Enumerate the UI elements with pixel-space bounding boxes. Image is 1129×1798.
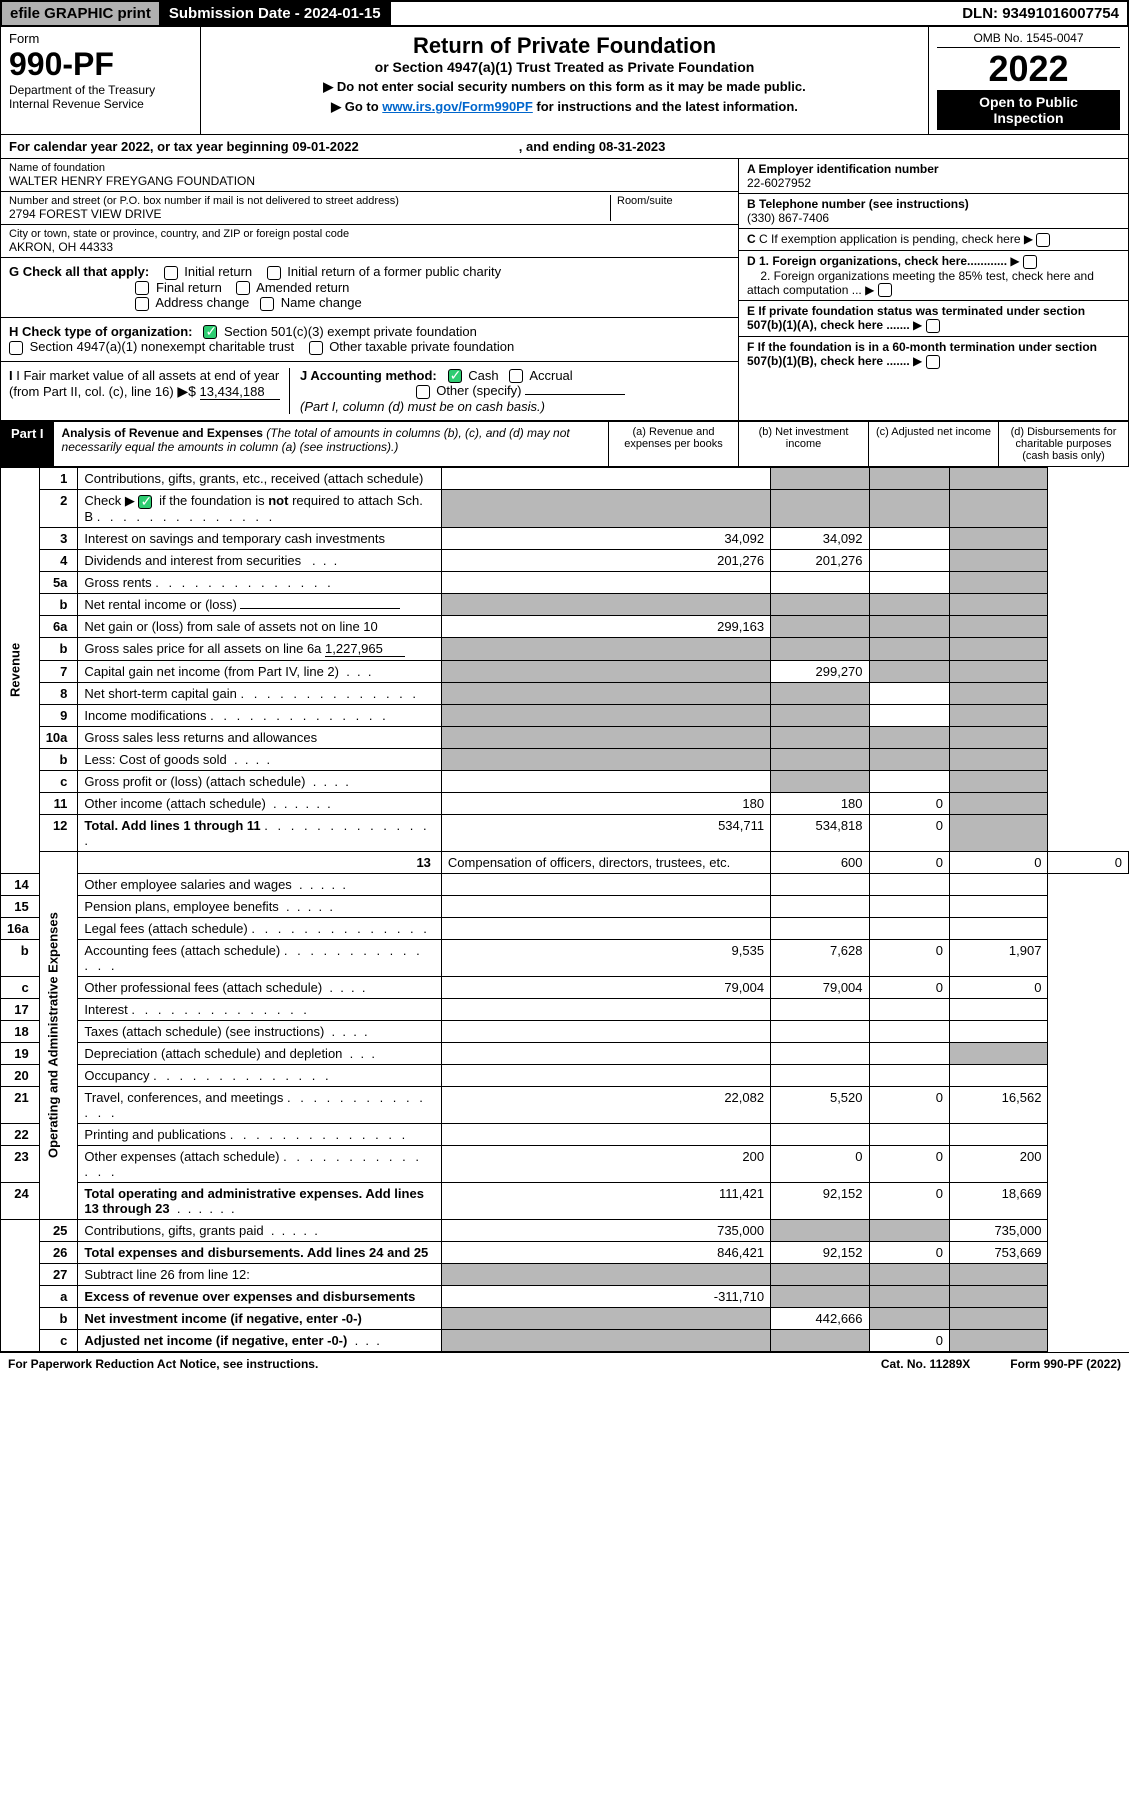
- paperwork-notice: For Paperwork Reduction Act Notice, see …: [8, 1357, 318, 1371]
- efile-print-button[interactable]: efile GRAPHIC print: [2, 2, 161, 25]
- form-footer-label: Form 990-PF (2022): [1010, 1357, 1121, 1371]
- d1-label: D 1. Foreign organizations, check here..…: [747, 254, 1007, 268]
- expenses-label: Operating and Administrative Expenses: [39, 851, 78, 1219]
- page-footer: For Paperwork Reduction Act Notice, see …: [0, 1352, 1129, 1375]
- open-inspection: Open to PublicInspection: [937, 90, 1120, 130]
- form-subtitle: or Section 4947(a)(1) Trust Treated as P…: [207, 59, 922, 75]
- checkbox-amended[interactable]: [236, 281, 250, 295]
- checkbox-cash[interactable]: [448, 369, 462, 383]
- ein-label: A Employer identification number: [747, 162, 939, 176]
- part1-table: Revenue 1Contributions, gifts, grants, e…: [0, 467, 1129, 1352]
- form-label: Form: [9, 31, 192, 46]
- form-header: Form 990-PF Department of the Treasury I…: [0, 27, 1129, 135]
- part1-label: Part I: [1, 422, 54, 466]
- checkbox-final-return[interactable]: [135, 281, 149, 295]
- section-i-j: I I Fair market value of all assets at e…: [1, 361, 738, 420]
- checkbox-other-method[interactable]: [416, 385, 430, 399]
- cash-basis-note: (Part I, column (d) must be on cash basi…: [300, 399, 545, 414]
- cat-number: Cat. No. 11289X: [881, 1357, 970, 1371]
- ein-value: 22-6027952: [747, 176, 811, 190]
- checkbox-d2[interactable]: [878, 283, 892, 297]
- f-label: F If the foundation is in a 60-month ter…: [747, 340, 1097, 368]
- e-label: E If private foundation status was termi…: [747, 304, 1085, 332]
- dept-treasury: Department of the Treasury: [9, 83, 192, 97]
- fmv-value: 13,434,188: [200, 384, 280, 400]
- col-a-header: (a) Revenue and expenses per books: [608, 422, 738, 466]
- city-state-zip: AKRON, OH 44333: [9, 240, 730, 254]
- checkbox-d1[interactable]: [1023, 255, 1037, 269]
- omb-number: OMB No. 1545-0047: [937, 31, 1120, 48]
- col-c-header: (c) Adjusted net income: [868, 422, 998, 466]
- checkbox-e[interactable]: [926, 319, 940, 333]
- form-title: Return of Private Foundation: [207, 33, 922, 59]
- dln: DLN: 93491016007754: [954, 2, 1127, 25]
- foundation-name: WALTER HENRY FREYGANG FOUNDATION: [9, 174, 730, 188]
- instruction-1: ▶ Do not enter social security numbers o…: [207, 79, 922, 95]
- irs-label: Internal Revenue Service: [9, 97, 192, 111]
- calendar-year-row: For calendar year 2022, or tax year begi…: [0, 135, 1129, 159]
- checkbox-c[interactable]: [1036, 233, 1050, 247]
- form-number: 990-PF: [9, 46, 192, 83]
- phone-value: (330) 867-7406: [747, 211, 829, 225]
- submission-date: Submission Date - 2024-01-15: [161, 2, 391, 25]
- city-label: City or town, state or province, country…: [9, 228, 730, 240]
- col-b-header: (b) Net investment income: [738, 422, 868, 466]
- part1-header-row: Part I Analysis of Revenue and Expenses …: [0, 421, 1129, 467]
- checkbox-name-change[interactable]: [260, 297, 274, 311]
- checkbox-4947[interactable]: [9, 341, 23, 355]
- tax-year: 2022: [937, 48, 1120, 90]
- form-link[interactable]: www.irs.gov/Form990PF: [382, 99, 533, 114]
- top-bar: efile GRAPHIC print Submission Date - 20…: [0, 0, 1129, 27]
- street-address: 2794 FOREST VIEW DRIVE: [9, 207, 610, 221]
- checkbox-501c3[interactable]: [203, 325, 217, 339]
- room-label: Room/suite: [617, 195, 730, 207]
- checkbox-f[interactable]: [926, 355, 940, 369]
- addr-label: Number and street (or P.O. box number if…: [9, 195, 610, 207]
- name-label: Name of foundation: [9, 162, 730, 174]
- revenue-label: Revenue: [1, 467, 40, 873]
- identification-grid: Name of foundation WALTER HENRY FREYGANG…: [0, 159, 1129, 421]
- section-h: H Check type of organization: Section 50…: [1, 317, 738, 361]
- checkbox-accrual[interactable]: [509, 369, 523, 383]
- checkbox-address-change[interactable]: [135, 297, 149, 311]
- col-d-header: (d) Disbursements for charitable purpose…: [998, 422, 1128, 466]
- c-label: C If exemption application is pending, c…: [759, 232, 1021, 246]
- checkbox-initial-return[interactable]: [164, 266, 178, 280]
- part1-title: Analysis of Revenue and Expenses: [62, 426, 263, 440]
- checkbox-initial-former[interactable]: [267, 266, 281, 280]
- section-g: G Check all that apply: Initial return I…: [1, 258, 738, 317]
- instruction-2: ▶ Go to www.irs.gov/Form990PF for instru…: [207, 99, 922, 115]
- checkbox-other-taxable[interactable]: [309, 341, 323, 355]
- checkbox-schb[interactable]: [138, 495, 152, 509]
- d2-label: 2. Foreign organizations meeting the 85%…: [747, 269, 1094, 297]
- phone-label: B Telephone number (see instructions): [747, 197, 969, 211]
